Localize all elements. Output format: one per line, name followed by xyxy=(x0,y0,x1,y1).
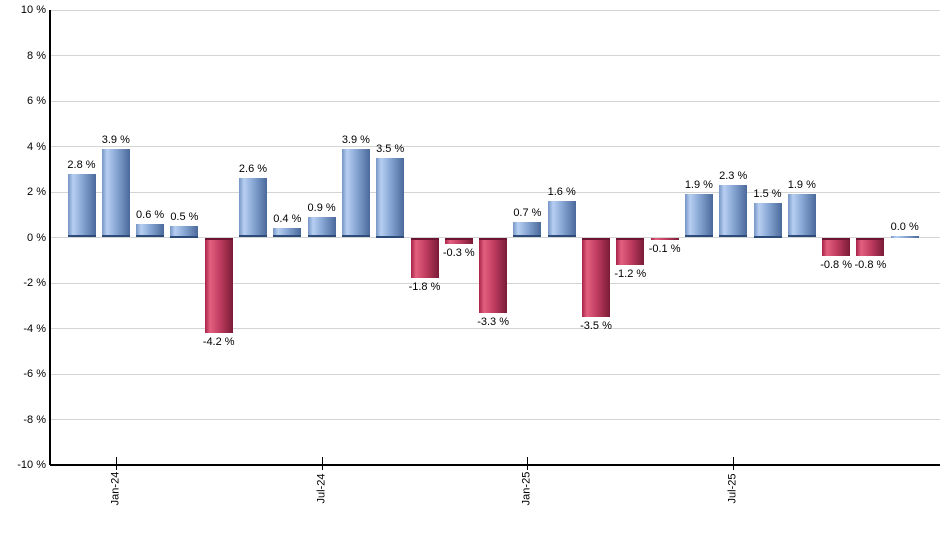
x-axis-label: Jul-24 xyxy=(315,473,328,504)
bar-Mar-25[interactable] xyxy=(582,237,610,318)
x-axis-tick xyxy=(733,457,735,470)
bar-value-label: 0.4 % xyxy=(273,213,302,226)
bar-value-label: 2.6 % xyxy=(238,163,268,176)
bar-Jun-24[interactable] xyxy=(273,228,302,238)
bar-Dec-24[interactable] xyxy=(479,237,508,313)
y-axis-label: -10 % xyxy=(17,459,46,471)
y-axis-label: 8 % xyxy=(27,49,46,62)
bar-Jan-24[interactable] xyxy=(101,148,130,238)
gridline xyxy=(50,373,940,375)
y-axis-label: 2 % xyxy=(27,186,46,198)
x-axis-tick xyxy=(115,457,117,470)
bar-value-label: 0.0 % xyxy=(890,220,919,233)
bar-Jul-24[interactable] xyxy=(307,217,336,238)
gridline xyxy=(50,146,940,147)
x-axis-label: Jul-25 xyxy=(726,473,739,504)
y-axis-line xyxy=(49,10,51,465)
bar-Feb-24[interactable] xyxy=(136,223,165,238)
x-axis-tick xyxy=(527,457,529,470)
bar-Apr-25[interactable] xyxy=(616,237,645,265)
bar-value-label: -0.1 % xyxy=(648,242,681,255)
bar-Dec-23[interactable] xyxy=(67,173,96,238)
bar-Nov-24[interactable] xyxy=(444,237,473,245)
y-axis-label: -6 % xyxy=(23,368,46,380)
bar-value-label: 3.5 % xyxy=(376,142,405,155)
bar-value-label: 2.3 % xyxy=(719,170,748,183)
bar-Nov-25[interactable] xyxy=(856,237,885,256)
bar-May-24[interactable] xyxy=(239,178,267,238)
bar-value-label: 1.9 % xyxy=(787,179,816,192)
bar-value-label: 0.9 % xyxy=(307,202,336,215)
bar-Apr-24[interactable] xyxy=(204,237,233,334)
gridline xyxy=(50,55,940,56)
bar-value-label: 3.9 % xyxy=(341,133,370,146)
bar-value-label: 3.9 % xyxy=(101,133,130,146)
bar-Aug-24[interactable] xyxy=(341,148,370,238)
gridline xyxy=(50,419,940,420)
bar-Jan-25[interactable] xyxy=(513,221,542,238)
bar-Feb-25[interactable] xyxy=(547,201,576,238)
bar-Jul-25[interactable] xyxy=(719,185,748,238)
bar-value-label: -3.3 % xyxy=(477,315,509,328)
bar-Oct-24[interactable] xyxy=(410,237,439,279)
x-axis-line xyxy=(50,464,940,466)
gridline xyxy=(50,328,940,329)
bar-value-label: 2.8 % xyxy=(67,158,96,171)
bar-Mar-24[interactable] xyxy=(170,226,199,238)
gridline xyxy=(50,191,940,193)
bar-Sep-24[interactable] xyxy=(376,157,405,238)
bar-value-label: 0.5 % xyxy=(170,211,199,224)
bar-value-label: 0.7 % xyxy=(513,206,542,219)
gridline xyxy=(50,100,940,102)
bar-value-label: -0.8 % xyxy=(820,258,852,271)
bar-value-label: 0.6 % xyxy=(136,208,165,221)
bar-value-label: 1.5 % xyxy=(753,188,782,201)
y-axis-label: -2 % xyxy=(23,277,46,289)
bar-value-label: -3.5 % xyxy=(580,320,612,333)
y-axis-label: 10 % xyxy=(20,4,46,16)
bar-May-25[interactable] xyxy=(650,237,679,240)
bar-value-label: 1.9 % xyxy=(684,179,713,192)
bar-value-label: 1.6 % xyxy=(547,186,576,199)
bar-Sep-25[interactable] xyxy=(787,194,816,238)
bar-Aug-25[interactable] xyxy=(753,203,782,238)
y-axis-label: -4 % xyxy=(23,322,46,335)
gridline xyxy=(50,9,940,11)
y-axis-label: 4 % xyxy=(27,140,46,153)
bar-Oct-25[interactable] xyxy=(822,237,851,256)
bar-value-label: -0.3 % xyxy=(442,247,475,260)
y-axis-label: 0 % xyxy=(27,231,46,244)
y-axis-label: 6 % xyxy=(27,95,46,107)
bar-value-label: -1.8 % xyxy=(408,281,441,294)
bar-Dec-25[interactable] xyxy=(890,235,919,238)
bar-value-label: -0.8 % xyxy=(854,258,887,271)
x-axis-tick xyxy=(321,457,323,470)
y-axis-label: -8 % xyxy=(23,413,46,426)
bar-value-label: -4.2 % xyxy=(202,336,235,349)
bar-value-label: -1.2 % xyxy=(614,267,647,280)
bar-Jun-25[interactable] xyxy=(684,194,713,238)
x-axis-label: Jan-25 xyxy=(520,471,533,506)
x-axis-label: Jan-24 xyxy=(109,471,122,506)
